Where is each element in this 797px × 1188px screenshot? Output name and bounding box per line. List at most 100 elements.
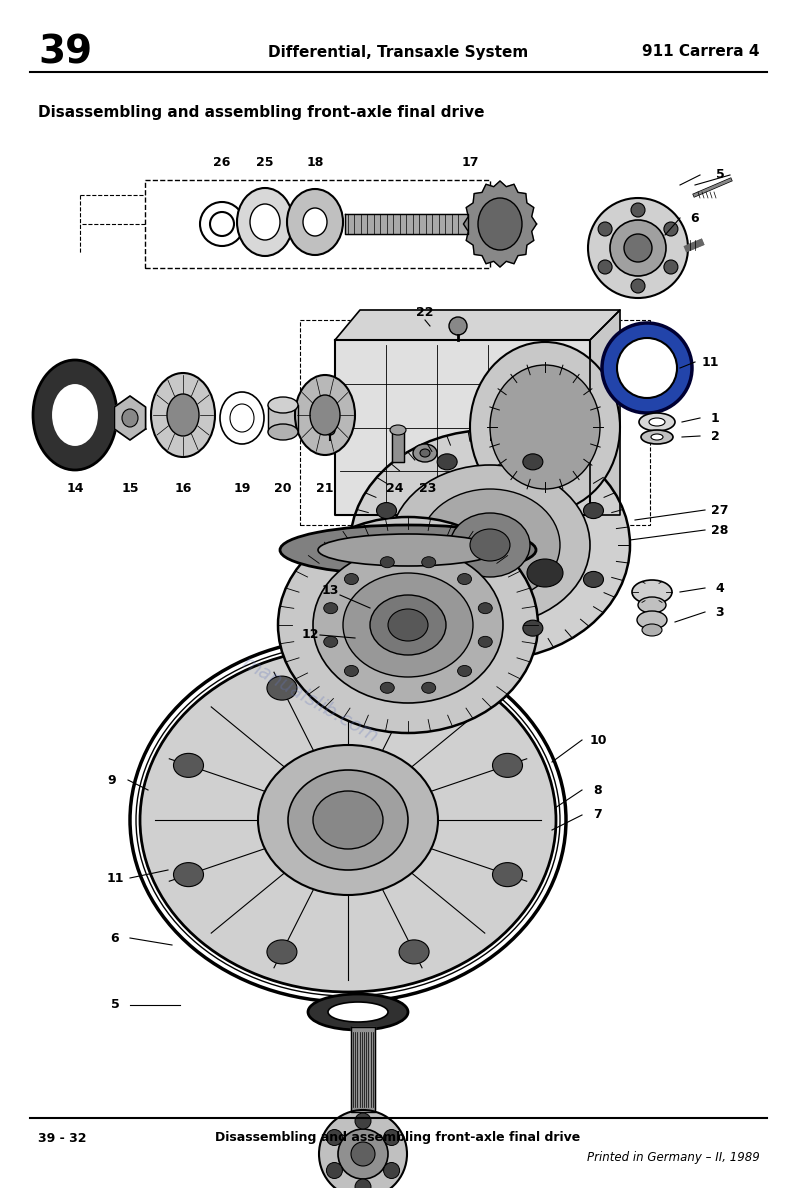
Ellipse shape	[327, 1130, 343, 1145]
Ellipse shape	[33, 360, 117, 470]
Text: 911 Carrera 4: 911 Carrera 4	[642, 44, 760, 59]
Polygon shape	[468, 211, 480, 236]
Ellipse shape	[478, 637, 493, 647]
Ellipse shape	[324, 637, 338, 647]
Bar	[145, 181, 490, 268]
Ellipse shape	[318, 533, 498, 565]
Polygon shape	[268, 405, 298, 432]
Ellipse shape	[478, 602, 493, 614]
Ellipse shape	[230, 404, 254, 432]
Ellipse shape	[200, 202, 244, 246]
Text: 28: 28	[711, 524, 728, 537]
Ellipse shape	[390, 425, 406, 435]
Ellipse shape	[583, 571, 603, 587]
Text: Disassembling and assembling front-axle final drive: Disassembling and assembling front-axle …	[38, 105, 485, 120]
Text: 39: 39	[38, 33, 92, 71]
Text: 11: 11	[106, 872, 124, 885]
Text: 1: 1	[711, 411, 720, 424]
Text: 23: 23	[419, 481, 437, 494]
Ellipse shape	[638, 598, 666, 613]
Text: 25: 25	[257, 156, 273, 169]
Text: 8: 8	[594, 784, 603, 796]
Text: manualslib.com: manualslib.com	[238, 653, 382, 747]
Ellipse shape	[523, 454, 543, 469]
Ellipse shape	[328, 1001, 388, 1022]
Ellipse shape	[449, 317, 467, 335]
Ellipse shape	[437, 620, 457, 636]
Ellipse shape	[602, 323, 692, 413]
Polygon shape	[335, 310, 620, 340]
Ellipse shape	[637, 611, 667, 628]
Text: 20: 20	[274, 481, 292, 494]
Ellipse shape	[350, 430, 630, 661]
Text: 11: 11	[701, 355, 719, 368]
Ellipse shape	[422, 557, 436, 568]
Ellipse shape	[639, 413, 675, 431]
Ellipse shape	[343, 573, 473, 677]
Ellipse shape	[388, 609, 428, 642]
Ellipse shape	[664, 222, 678, 236]
Ellipse shape	[338, 1129, 388, 1178]
Ellipse shape	[313, 791, 383, 849]
Ellipse shape	[598, 222, 612, 236]
Bar	[300, 320, 650, 525]
Text: 6: 6	[691, 211, 699, 225]
Text: 10: 10	[589, 733, 607, 746]
Ellipse shape	[457, 574, 472, 584]
Ellipse shape	[313, 546, 503, 703]
Ellipse shape	[278, 517, 538, 733]
Text: 21: 21	[316, 481, 334, 494]
Ellipse shape	[370, 595, 446, 655]
Ellipse shape	[490, 365, 600, 489]
Text: 39 - 32: 39 - 32	[38, 1131, 87, 1144]
Ellipse shape	[258, 745, 438, 895]
Ellipse shape	[478, 198, 522, 249]
Ellipse shape	[642, 624, 662, 636]
Polygon shape	[335, 340, 590, 516]
Ellipse shape	[470, 529, 510, 561]
Ellipse shape	[151, 373, 215, 457]
Ellipse shape	[631, 279, 645, 293]
Ellipse shape	[237, 188, 293, 255]
Ellipse shape	[303, 208, 327, 236]
Ellipse shape	[470, 342, 620, 512]
Ellipse shape	[583, 503, 603, 518]
Ellipse shape	[376, 503, 397, 518]
Ellipse shape	[325, 425, 335, 435]
Ellipse shape	[122, 409, 138, 426]
Ellipse shape	[598, 260, 612, 274]
Text: 7: 7	[594, 809, 603, 821]
Ellipse shape	[413, 444, 437, 462]
Text: 4: 4	[716, 581, 724, 594]
Ellipse shape	[344, 574, 359, 584]
Ellipse shape	[268, 424, 298, 440]
Ellipse shape	[355, 1113, 371, 1129]
Ellipse shape	[649, 418, 665, 426]
Ellipse shape	[344, 665, 359, 676]
Text: 3: 3	[716, 606, 724, 619]
Ellipse shape	[493, 862, 523, 886]
Ellipse shape	[324, 602, 338, 614]
Ellipse shape	[167, 394, 199, 436]
Ellipse shape	[140, 647, 556, 992]
Text: Printed in Germany – II, 1989: Printed in Germany – II, 1989	[587, 1151, 760, 1164]
Ellipse shape	[631, 203, 645, 217]
Ellipse shape	[527, 560, 563, 587]
Ellipse shape	[310, 394, 340, 435]
Polygon shape	[351, 1026, 375, 1112]
Text: 14: 14	[66, 481, 84, 494]
Ellipse shape	[523, 620, 543, 636]
Ellipse shape	[376, 571, 397, 587]
Ellipse shape	[267, 676, 297, 700]
Text: 27: 27	[711, 504, 728, 517]
Polygon shape	[392, 430, 404, 462]
Polygon shape	[345, 214, 468, 234]
Polygon shape	[115, 396, 146, 440]
Ellipse shape	[174, 862, 203, 886]
Ellipse shape	[383, 1130, 399, 1145]
Ellipse shape	[651, 434, 663, 440]
Ellipse shape	[457, 665, 472, 676]
Text: 17: 17	[461, 156, 479, 169]
Ellipse shape	[174, 753, 203, 777]
Text: 2: 2	[711, 430, 720, 442]
